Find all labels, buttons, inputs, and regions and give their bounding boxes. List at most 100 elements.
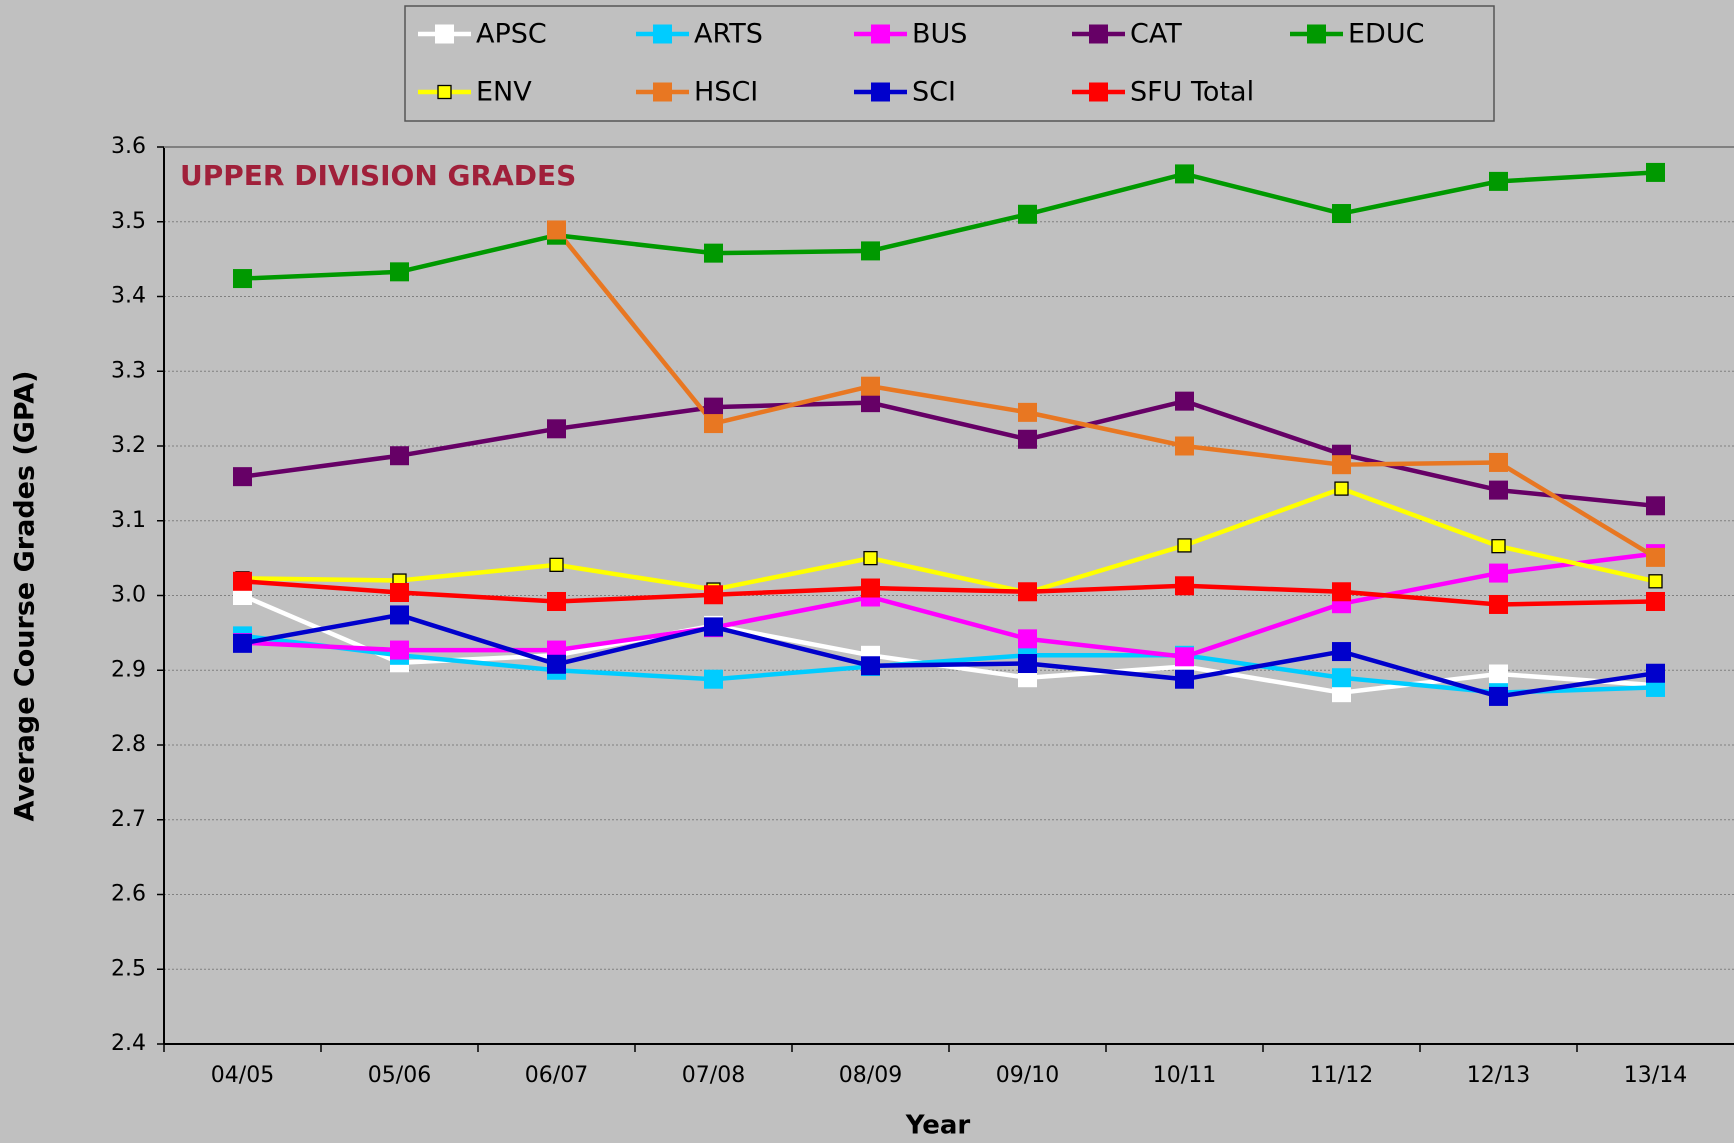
marker: [549, 557, 564, 573]
legend-label: EDUC: [1348, 19, 1424, 50]
marker: [861, 393, 880, 413]
marker: [233, 467, 252, 487]
marker: [233, 269, 252, 289]
marker: [390, 640, 409, 660]
marker: [1332, 582, 1351, 602]
legend-marker: [437, 84, 452, 100]
x-tick-label: 09/10: [996, 1063, 1059, 1088]
marker: [233, 633, 252, 653]
marker: [1489, 563, 1508, 583]
marker: [861, 376, 880, 396]
marker: [390, 446, 409, 466]
marker: [1175, 669, 1194, 689]
legend-label: APSC: [476, 19, 547, 50]
y-tick-label: 2.5: [111, 956, 146, 981]
x-tick-label: 05/06: [368, 1063, 431, 1088]
series-line: [242, 486, 1656, 595]
marker: [1489, 171, 1508, 191]
y-tick-label: 3.1: [111, 508, 146, 533]
series-line: [242, 612, 1656, 699]
legend-label: ARTS: [694, 19, 763, 50]
legend-marker: [435, 24, 454, 44]
y-tick-label: 3.3: [111, 358, 146, 383]
y-tick-label: 3.2: [111, 433, 146, 458]
marker: [1332, 642, 1351, 662]
marker: [1018, 429, 1037, 449]
x-axis-title: Year: [905, 1111, 971, 1141]
marker: [1489, 664, 1508, 684]
x-tick-label: 12/13: [1467, 1063, 1530, 1088]
series-line: [242, 170, 1656, 281]
marker: [1018, 629, 1037, 649]
marker: [1334, 481, 1349, 496]
legend-marker: [871, 82, 890, 102]
legend-label: SCI: [912, 77, 956, 108]
legend-label: ENV: [476, 77, 532, 108]
marker: [547, 591, 566, 611]
x-tick-label: 11/12: [1310, 1063, 1373, 1088]
marker: [704, 617, 723, 637]
marker: [1175, 576, 1194, 596]
y-tick-label: 3.5: [111, 209, 146, 234]
y-tick-label: 2.4: [111, 1031, 146, 1056]
marker: [390, 262, 409, 282]
y-tick-label: 3.6: [111, 134, 146, 159]
legend-marker: [1089, 82, 1108, 102]
marker: [704, 669, 723, 689]
marker: [704, 585, 723, 605]
marker: [390, 605, 409, 625]
marker: [1648, 574, 1663, 589]
marker: [1177, 538, 1192, 553]
marker: [1489, 480, 1508, 500]
marker: [1175, 647, 1194, 667]
y-tick-label: 2.6: [111, 882, 146, 907]
x-tick-label: 10/11: [1153, 1063, 1216, 1088]
marker: [1332, 455, 1351, 475]
marker: [1018, 402, 1037, 422]
x-tick-label: 08/09: [839, 1063, 902, 1088]
x-tick-label: 07/08: [682, 1063, 745, 1088]
series-line: [241, 593, 1656, 695]
x-tick-label: 06/07: [525, 1063, 588, 1088]
legend-marker: [1307, 24, 1326, 44]
legend-marker: [871, 24, 890, 44]
y-axis-title: Average Course Grades (GPA): [10, 371, 41, 822]
marker: [1018, 204, 1037, 224]
marker: [547, 419, 566, 439]
marker: [1489, 594, 1508, 614]
series-line: [242, 551, 1656, 660]
legend-label: HSCI: [694, 77, 758, 108]
marker: [1175, 436, 1194, 456]
marker: [233, 571, 252, 591]
annotation: UPPER DIVISION GRADES: [180, 159, 576, 192]
marker: [1332, 204, 1351, 224]
marker: [547, 220, 566, 240]
marker: [1646, 663, 1665, 683]
marker: [1489, 452, 1508, 472]
series-line: [242, 633, 1656, 695]
marker: [1646, 547, 1665, 567]
marker: [861, 241, 880, 261]
marker: [1018, 654, 1037, 674]
marker: [1175, 164, 1194, 184]
marker: [1646, 162, 1665, 182]
marker: [861, 656, 880, 676]
marker: [547, 654, 566, 674]
x-tick-label: 13/14: [1624, 1063, 1687, 1088]
series-line: [554, 228, 1657, 560]
marker: [1491, 539, 1506, 554]
marker: [861, 578, 880, 598]
marker: [704, 243, 723, 263]
marker: [1332, 668, 1351, 688]
series-line: [242, 398, 1656, 509]
y-tick-label: 3.4: [111, 284, 146, 309]
marker: [863, 550, 878, 566]
legend-label: BUS: [912, 19, 967, 50]
marker: [1175, 391, 1194, 411]
marker: [1018, 582, 1037, 602]
legend-label: CAT: [1130, 19, 1182, 50]
y-tick-label: 2.8: [111, 732, 146, 757]
marker: [390, 583, 409, 603]
